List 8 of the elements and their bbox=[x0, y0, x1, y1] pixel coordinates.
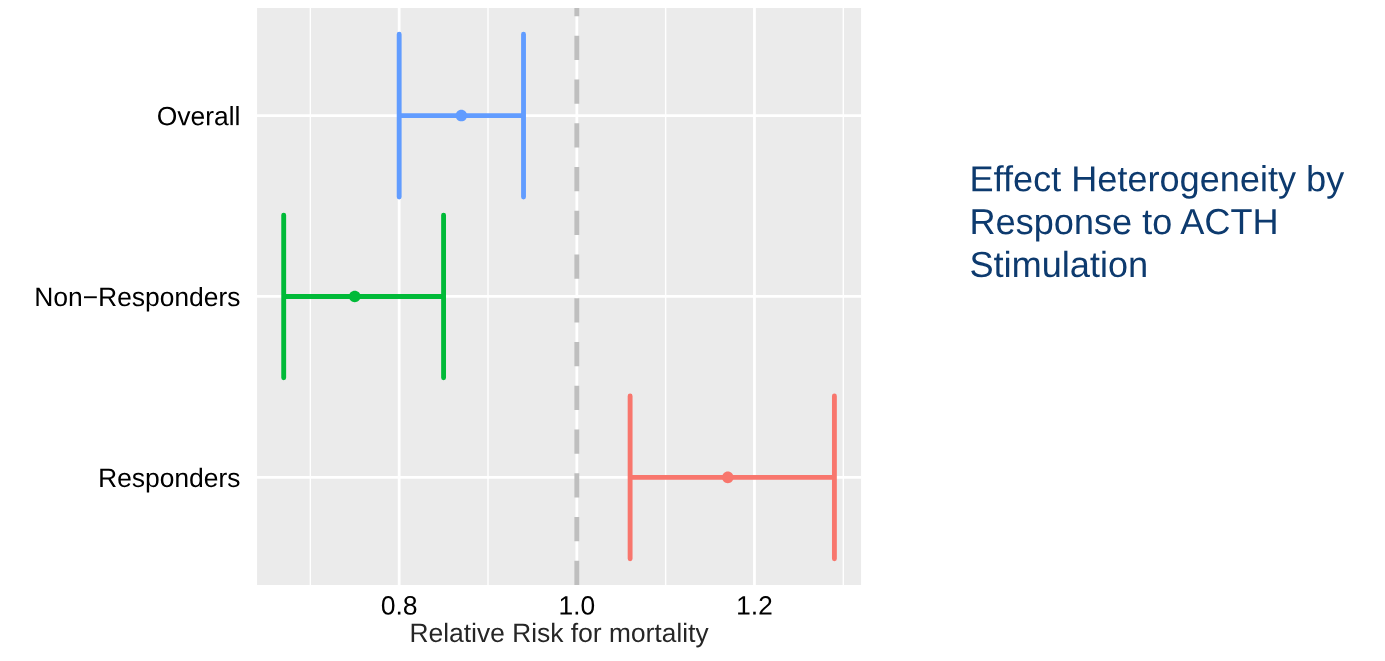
x-axis-title: Relative Risk for mortality bbox=[411, 622, 709, 648]
x-tick-label: 1.0 bbox=[560, 596, 595, 615]
y-tick-label: Responders bbox=[100, 467, 240, 493]
y-tick-label: Non−Responders bbox=[36, 286, 240, 312]
y-tick-label: Overall bbox=[158, 106, 239, 126]
x-tick-label: 1.2 bbox=[738, 596, 772, 615]
text: Effect Heterogeneity by Response to ACTH Stimulation bbox=[971, 165, 1345, 278]
x-tick-label: 0.8 bbox=[381, 596, 417, 615]
